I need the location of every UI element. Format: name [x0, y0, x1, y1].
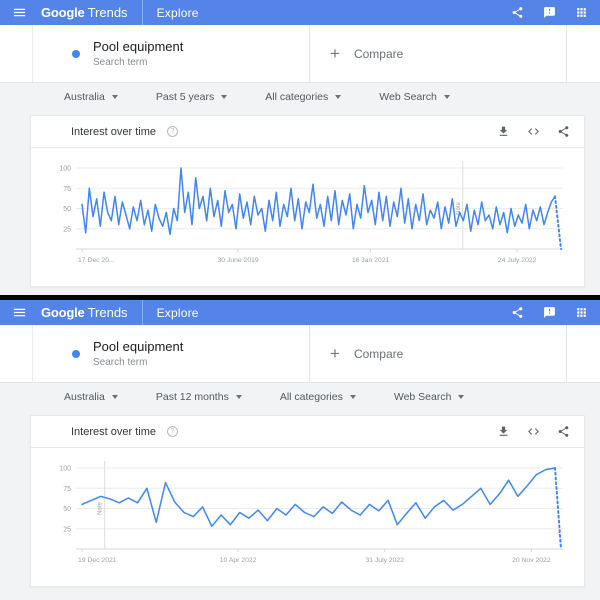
search-term-type: Search term — [93, 357, 148, 368]
logo-google-text: Google — [41, 5, 85, 20]
logo-trends-text: Trends — [87, 305, 128, 320]
filter-region[interactable]: Australia — [64, 391, 118, 403]
trends-screenshot: Google Trends Explore Pool equipment Sea… — [0, 300, 600, 600]
search-term-type: Search term — [93, 57, 148, 68]
filter-category[interactable]: All categories — [280, 391, 356, 403]
search-terms-bar: Pool equipment Search term + Compare — [0, 25, 600, 83]
interest-over-time-card: Interest over time ? 100 75 50 25 Note 17 Dec… — [30, 115, 585, 287]
share-icon[interactable] — [511, 6, 524, 19]
screenshot-seam — [0, 295, 600, 300]
svg-text:19 Dec 2021: 19 Dec 2021 — [78, 557, 117, 564]
svg-text:16 Jan 2021: 16 Jan 2021 — [352, 257, 390, 264]
svg-text:75: 75 — [63, 486, 71, 493]
share-icon[interactable] — [557, 125, 570, 138]
svg-text:17 Dec 20...: 17 Dec 20... — [78, 257, 115, 264]
download-icon[interactable] — [497, 425, 510, 438]
hamburger-icon[interactable] — [12, 305, 27, 320]
help-icon[interactable]: ? — [166, 126, 178, 137]
chevron-down-icon — [458, 395, 465, 399]
hamburger-icon[interactable] — [12, 5, 27, 20]
download-icon[interactable] — [497, 125, 510, 138]
chart-title: Interest over time — [71, 425, 156, 438]
search-term-label: Pool equipment — [93, 39, 184, 54]
google-trends-logo[interactable]: Google Trends — [41, 305, 128, 320]
header-divider — [141, 300, 143, 325]
apps-grid-icon[interactable] — [575, 6, 588, 19]
search-term-card[interactable]: Pool equipment Search term — [33, 325, 310, 382]
svg-text:Note: Note — [98, 502, 104, 515]
google-trends-logo[interactable]: Google Trends — [41, 5, 128, 20]
chevron-down-icon — [335, 95, 342, 99]
interest-over-time-chart[interactable]: 100 75 50 25 Note 17 Dec 20... 30 June 2019 16 … — [31, 149, 582, 282]
svg-text:10 Apr 2022: 10 Apr 2022 — [220, 557, 257, 564]
interest-over-time-card: Interest over time ? 100 75 50 25 Note 19 Dec… — [30, 415, 585, 587]
embed-code-icon[interactable] — [527, 125, 540, 138]
chevron-down-icon — [221, 95, 228, 99]
share-icon[interactable] — [511, 306, 524, 319]
trends-screenshot: Google Trends Explore Pool equipment Sea… — [0, 0, 600, 295]
chevron-down-icon — [111, 395, 118, 399]
chevron-down-icon — [349, 395, 356, 399]
svg-text:75: 75 — [63, 186, 71, 193]
apps-grid-icon[interactable] — [575, 306, 588, 319]
help-icon[interactable]: ? — [166, 426, 178, 437]
svg-text:100: 100 — [59, 466, 71, 473]
nav-explore[interactable]: Explore — [156, 5, 199, 20]
filters-bar: Australia Past 12 months All categories … — [0, 383, 600, 411]
svg-text:100: 100 — [59, 166, 71, 173]
search-bar-left-gutter — [0, 325, 33, 382]
embed-code-icon[interactable] — [527, 425, 540, 438]
compare-add-button[interactable]: + Compare — [310, 25, 567, 82]
header-divider — [141, 0, 143, 25]
compare-label: Compare — [353, 46, 404, 61]
svg-text:25: 25 — [63, 226, 71, 233]
svg-text:24 July 2022: 24 July 2022 — [498, 257, 537, 264]
interest-over-time-chart[interactable]: 100 75 50 25 Note 19 Dec 2021 10 Apr 2022 31 Ju… — [31, 449, 582, 582]
app-header: Google Trends Explore — [0, 0, 600, 25]
svg-text:Note: Note — [456, 202, 462, 215]
compare-label: Compare — [353, 346, 404, 361]
plus-icon: + — [330, 343, 340, 363]
search-term-label: Pool equipment — [93, 339, 184, 354]
filter-time-range[interactable]: Past 12 months — [156, 391, 242, 403]
logo-google-text: Google — [41, 305, 85, 320]
search-term-card[interactable]: Pool equipment Search term — [33, 25, 310, 82]
series-color-dot — [72, 49, 80, 58]
nav-explore[interactable]: Explore — [156, 305, 199, 320]
chevron-down-icon — [235, 395, 242, 399]
chart-title: Interest over time — [71, 125, 156, 138]
share-icon[interactable] — [557, 425, 570, 438]
filter-search-type[interactable]: Web Search — [394, 391, 465, 403]
search-terms-bar: Pool equipment Search term + Compare — [0, 325, 600, 383]
filter-search-type[interactable]: Web Search — [379, 91, 450, 103]
chevron-down-icon — [443, 95, 450, 99]
app-header: Google Trends Explore — [0, 300, 600, 325]
feedback-icon[interactable] — [543, 6, 556, 19]
plus-icon: + — [330, 43, 340, 63]
svg-text:20 Nov 2022: 20 Nov 2022 — [512, 557, 551, 564]
svg-text:50: 50 — [63, 206, 71, 213]
filter-region[interactable]: Australia — [64, 91, 118, 103]
feedback-icon[interactable] — [543, 306, 556, 319]
svg-text:31 July 2022: 31 July 2022 — [365, 557, 404, 564]
filter-category[interactable]: All categories — [265, 91, 342, 103]
svg-text:50: 50 — [63, 506, 71, 513]
series-color-dot — [72, 349, 80, 358]
search-bar-left-gutter — [0, 25, 33, 82]
svg-text:30 June 2019: 30 June 2019 — [217, 257, 258, 264]
chevron-down-icon — [111, 95, 118, 99]
logo-trends-text: Trends — [87, 5, 128, 20]
filters-bar: Australia Past 5 years All categories We… — [0, 83, 600, 111]
filter-time-range[interactable]: Past 5 years — [156, 91, 228, 103]
compare-add-button[interactable]: + Compare — [310, 325, 567, 382]
svg-text:25: 25 — [63, 526, 71, 533]
